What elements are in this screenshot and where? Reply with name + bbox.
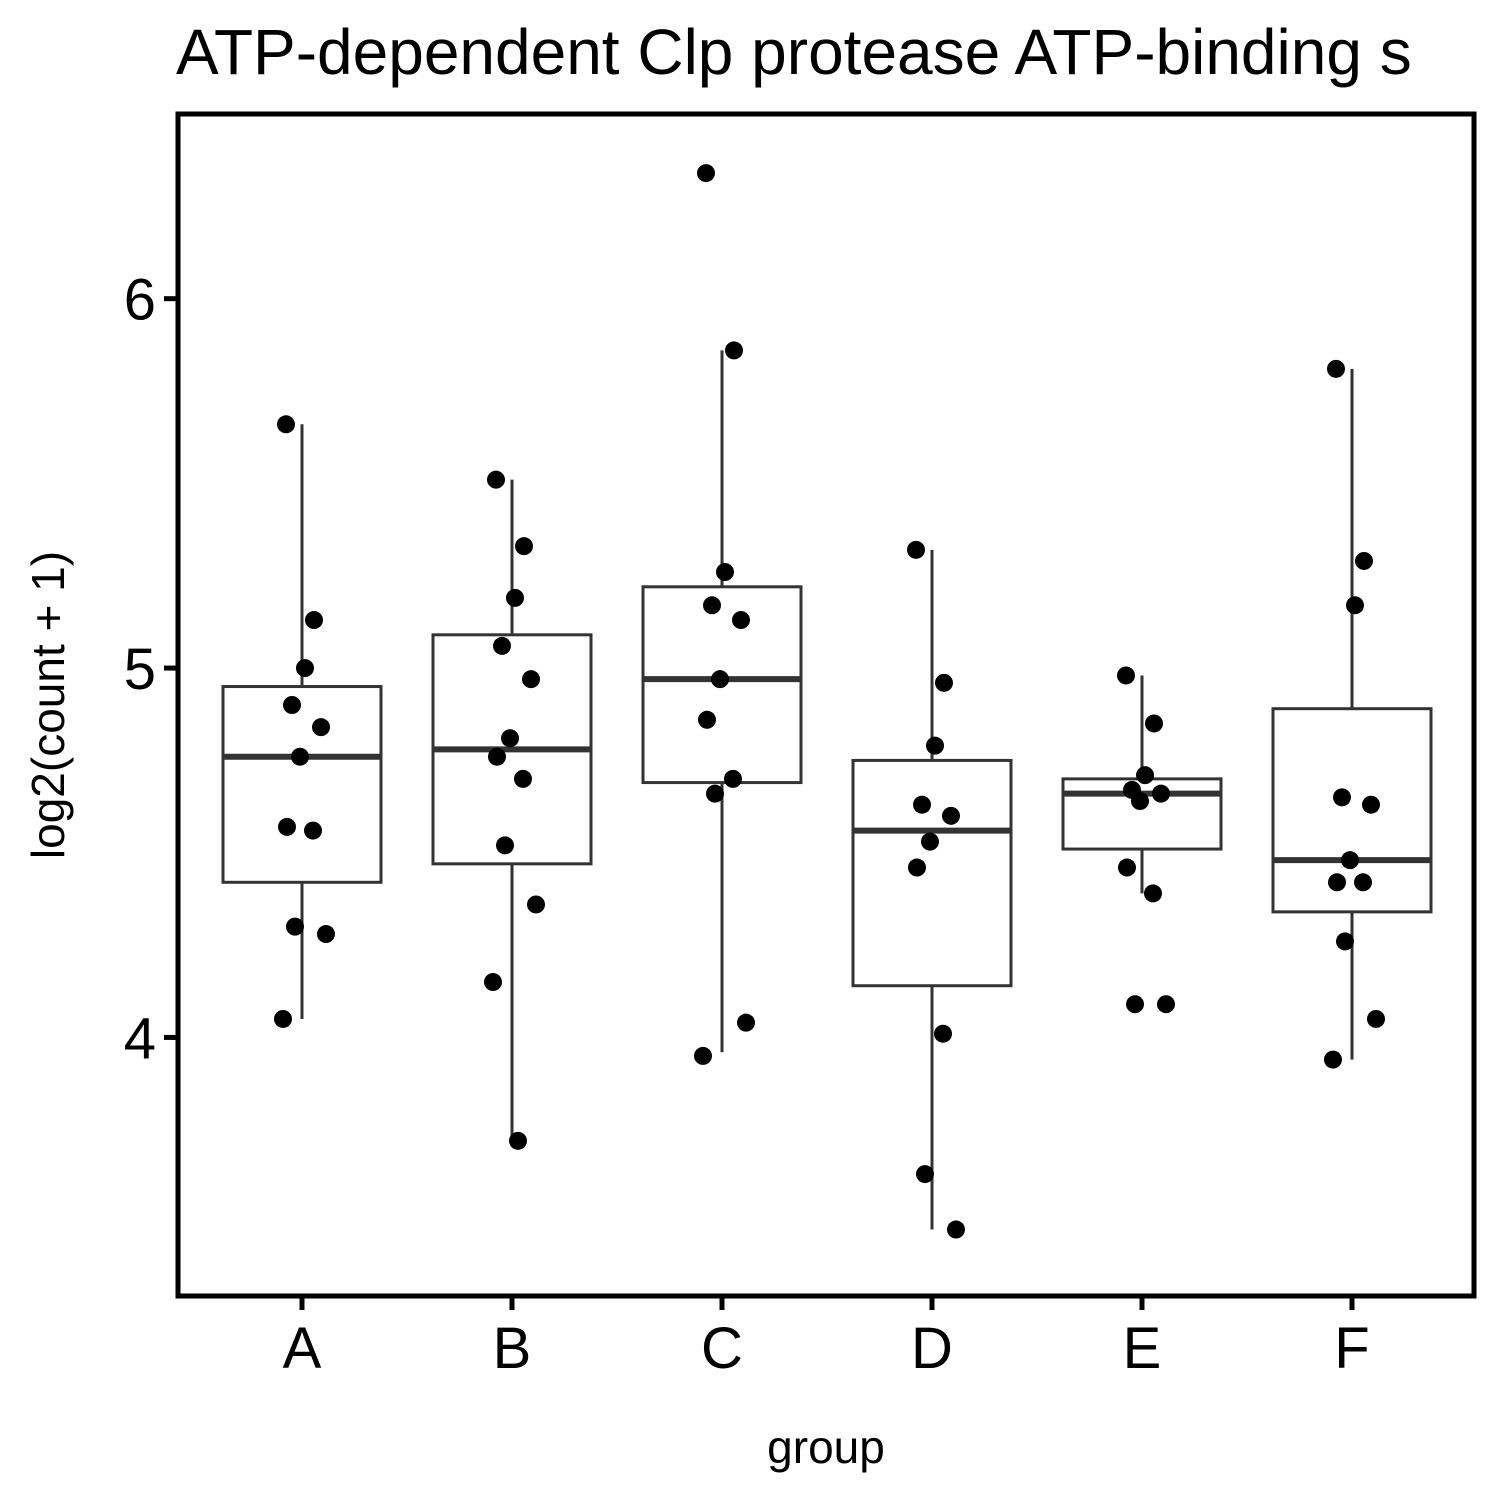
data-point — [1333, 788, 1351, 807]
data-point — [317, 925, 335, 944]
box-B — [431, 479, 593, 1141]
data-point — [1145, 714, 1163, 733]
y-tick-label: 4 — [124, 1006, 156, 1071]
x-tick-label: E — [1123, 1316, 1162, 1381]
data-point — [514, 769, 532, 788]
data-point — [277, 415, 295, 434]
data-point — [926, 736, 944, 755]
y-axis-title: log2(count + 1) — [22, 551, 74, 859]
plot-panel-border — [175, 111, 1477, 1299]
data-point — [921, 832, 939, 851]
data-point — [947, 1220, 965, 1239]
data-point — [496, 836, 514, 855]
data-point — [304, 821, 322, 840]
data-point — [706, 784, 724, 803]
data-point — [509, 1131, 527, 1150]
data-point — [1126, 995, 1144, 1014]
x-tick-label: C — [701, 1316, 743, 1381]
data-point — [942, 806, 960, 825]
data-point — [698, 710, 716, 729]
data-point — [908, 858, 926, 877]
data-point — [296, 659, 314, 678]
data-point — [493, 636, 511, 655]
x-tick-label: D — [911, 1316, 953, 1381]
chart-title: ATP-dependent Clp protease ATP-binding s — [176, 16, 1412, 88]
box-C — [641, 350, 803, 1053]
data-point — [934, 1024, 952, 1043]
plot-area — [221, 164, 1433, 1239]
data-point — [484, 973, 502, 992]
x-tick-label: B — [493, 1316, 532, 1381]
data-point — [1136, 766, 1154, 785]
data-point — [1157, 995, 1175, 1014]
data-point — [487, 470, 505, 489]
data-point — [522, 670, 540, 689]
x-axis-title: group — [767, 1421, 885, 1473]
data-point — [1341, 851, 1359, 870]
data-point — [732, 611, 750, 630]
data-point — [716, 563, 734, 582]
data-point — [907, 540, 925, 559]
data-point — [1327, 359, 1345, 378]
data-point — [1355, 551, 1373, 570]
box-iqr — [1061, 777, 1223, 851]
data-point — [286, 917, 304, 936]
data-point — [506, 588, 524, 607]
data-point — [703, 596, 721, 615]
data-point — [274, 1009, 292, 1028]
data-point — [1336, 932, 1354, 951]
data-point — [1144, 884, 1162, 903]
box-E — [1061, 675, 1223, 894]
box-F — [1271, 368, 1433, 1060]
data-point — [694, 1046, 712, 1065]
data-point — [935, 673, 953, 692]
data-point — [312, 718, 330, 737]
y-tick-label: 6 — [124, 268, 156, 333]
data-point — [1362, 795, 1380, 814]
data-point — [283, 696, 301, 714]
data-point — [916, 1165, 934, 1184]
data-point — [527, 895, 545, 914]
box-A — [221, 424, 383, 1019]
data-point — [1118, 858, 1136, 877]
y-tick-label: 5 — [124, 637, 156, 702]
x-tick-label: A — [283, 1316, 322, 1381]
data-point — [1117, 666, 1135, 685]
data-point — [1354, 873, 1372, 892]
data-point — [697, 164, 715, 183]
data-point — [1367, 1009, 1385, 1028]
data-point — [515, 537, 533, 556]
data-point — [724, 769, 742, 788]
box-iqr — [851, 758, 1013, 988]
data-point — [737, 1013, 755, 1032]
box-iqr — [1271, 707, 1433, 914]
axes: 4 5 6 A B C D E F — [124, 268, 1370, 1381]
data-point — [1324, 1050, 1342, 1069]
data-point — [1346, 596, 1364, 615]
x-tick-label: F — [1334, 1316, 1369, 1381]
data-point — [1152, 784, 1170, 803]
data-point — [1328, 873, 1346, 892]
data-point — [1131, 792, 1149, 811]
data-point — [711, 670, 729, 689]
data-point — [291, 747, 309, 766]
data-point — [278, 817, 296, 836]
data-point — [725, 341, 743, 360]
data-point — [488, 747, 506, 766]
box-D — [851, 549, 1013, 1230]
data-point — [913, 795, 931, 814]
box-iqr — [221, 685, 383, 884]
data-point — [305, 611, 323, 630]
data-point — [501, 729, 519, 748]
